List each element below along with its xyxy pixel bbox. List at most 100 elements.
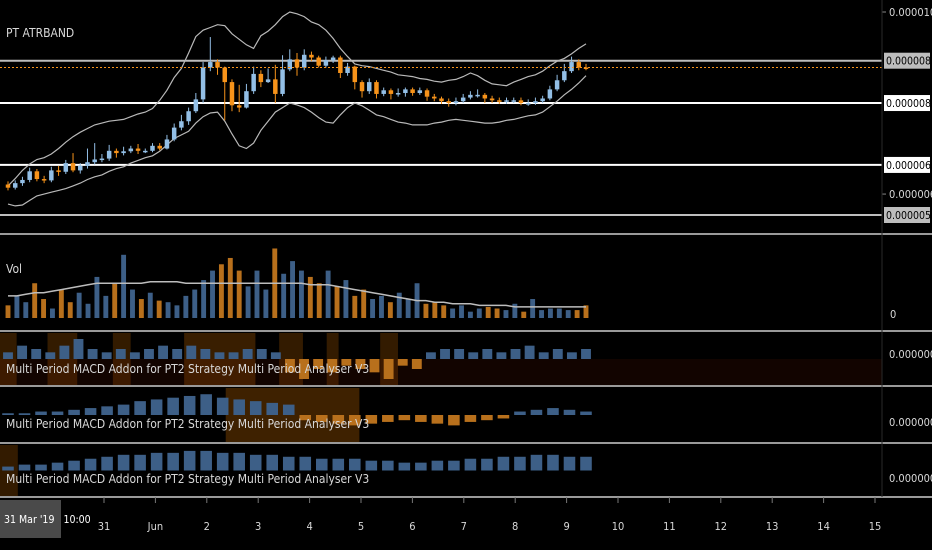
candle[interactable] [280, 55, 285, 97]
candle[interactable] [78, 163, 83, 174]
candle[interactable] [20, 176, 25, 186]
price-label-text: 0.00000893 [886, 56, 932, 68]
candle[interactable] [359, 80, 365, 98]
candle[interactable] [468, 91, 473, 100]
candle[interactable] [56, 165, 61, 176]
candle[interactable] [460, 93, 466, 104]
candle[interactable] [432, 93, 437, 102]
candle[interactable] [309, 51, 314, 62]
macd-bar [167, 397, 179, 415]
candle[interactable] [547, 85, 553, 101]
candle[interactable] [229, 79, 235, 112]
candle[interactable] [554, 74, 560, 92]
macd-pane-1[interactable]: Multi Period MACD Addon for PT2 Strategy… [0, 333, 932, 385]
candle[interactable] [12, 180, 18, 190]
candle[interactable] [236, 84, 242, 113]
candle[interactable] [475, 89, 480, 98]
price-axis[interactable]: 0.00001000 0.00000893 0.00000800 0.00000664… [882, 6, 932, 223]
price-label: 0.00000893 [884, 52, 932, 69]
candle[interactable] [49, 166, 54, 183]
candle[interactable] [157, 143, 162, 151]
candle[interactable] [540, 95, 545, 104]
candle[interactable] [273, 64, 278, 104]
candle[interactable] [374, 80, 379, 99]
candle[interactable] [511, 97, 516, 104]
candle-body [99, 158, 105, 161]
candle[interactable] [323, 56, 329, 68]
candle[interactable] [518, 97, 524, 106]
candle[interactable] [525, 99, 531, 106]
candle[interactable] [265, 68, 271, 84]
candle-body [424, 90, 430, 97]
candle[interactable] [34, 169, 40, 182]
candle[interactable] [533, 97, 538, 105]
candle[interactable] [482, 93, 488, 104]
candle-body [186, 111, 191, 122]
candle[interactable] [41, 175, 47, 184]
candle[interactable] [208, 37, 213, 72]
candle[interactable] [121, 146, 126, 156]
macd-pane-2[interactable]: Multi Period MACD Addon for PT2 Strategy… [2, 388, 932, 442]
macd-bar [365, 460, 378, 471]
candle[interactable] [27, 167, 32, 183]
candle[interactable] [5, 181, 11, 191]
candle[interactable] [417, 87, 423, 95]
candle[interactable] [439, 96, 444, 104]
macd-pane-3[interactable]: Multi Period MACD Addon for PT2 Strategy… [0, 445, 932, 496]
candle[interactable] [186, 107, 191, 125]
candle[interactable] [345, 62, 350, 76]
candle[interactable] [352, 65, 358, 90]
candle[interactable] [164, 134, 170, 150]
candle[interactable] [424, 88, 430, 101]
macd-pane-title: Multi Period MACD Addon for PT2 Strategy… [6, 472, 369, 486]
macd-bar [266, 454, 279, 471]
candle[interactable] [410, 87, 415, 96]
candle[interactable] [106, 144, 112, 161]
main-pane[interactable]: PT ATRBAND [0, 11, 882, 216]
candle[interactable] [150, 143, 155, 153]
candle[interactable] [504, 97, 509, 104]
candle[interactable] [244, 83, 249, 109]
candle[interactable] [294, 52, 300, 76]
candlesticks[interactable] [5, 37, 589, 191]
candle[interactable] [70, 153, 76, 173]
candle[interactable] [301, 49, 307, 71]
candle[interactable] [576, 59, 582, 71]
time-axis[interactable]: 31 Jun 2 3 4 5 6 7 8 9 10 11 12 13 14 15 31 Mar '19 10:… [0, 497, 881, 538]
candle[interactable] [114, 148, 119, 158]
candle[interactable] [179, 114, 184, 131]
candle[interactable] [569, 56, 574, 73]
candle[interactable] [453, 97, 459, 106]
candle[interactable] [562, 63, 567, 83]
candle[interactable] [143, 148, 148, 154]
macd-bar [425, 352, 436, 359]
macd-bar [383, 359, 394, 379]
candle[interactable] [85, 148, 90, 169]
volume-bar [379, 295, 384, 318]
candle[interactable] [258, 70, 264, 88]
volume-pane[interactable]: Vol 0 [5, 248, 897, 321]
candle[interactable] [497, 97, 502, 104]
candle[interactable] [128, 145, 134, 154]
candle[interactable] [171, 123, 177, 142]
candle[interactable] [92, 143, 97, 165]
candle[interactable] [367, 78, 372, 94]
macd-bar [530, 454, 543, 471]
candle[interactable] [330, 55, 336, 63]
candle[interactable] [222, 66, 227, 121]
candle[interactable] [200, 62, 206, 104]
candle[interactable] [489, 95, 495, 104]
candle[interactable] [381, 87, 386, 97]
candle[interactable] [338, 55, 343, 78]
candle[interactable] [251, 66, 256, 94]
candle[interactable] [63, 159, 69, 175]
candle[interactable] [403, 87, 408, 97]
candle[interactable] [135, 143, 141, 155]
candle[interactable] [99, 154, 105, 163]
candle[interactable] [316, 55, 321, 68]
candle[interactable] [193, 93, 199, 114]
candle[interactable] [395, 88, 401, 97]
candle[interactable] [388, 88, 394, 100]
candle[interactable] [446, 98, 451, 107]
